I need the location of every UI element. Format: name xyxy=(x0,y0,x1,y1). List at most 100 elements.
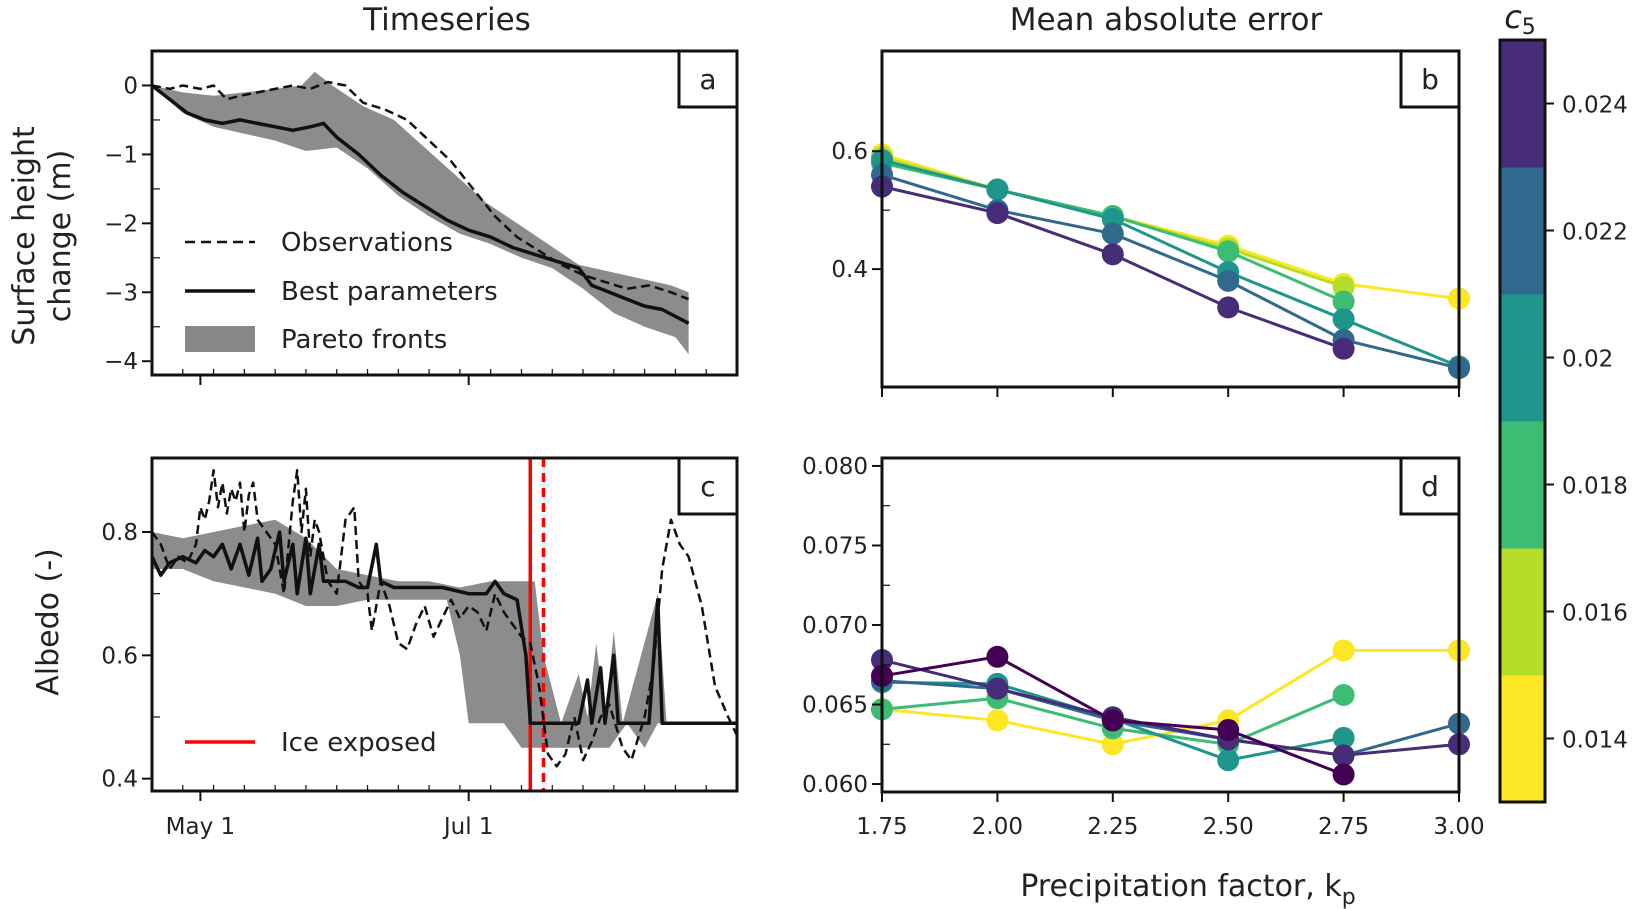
xtick-label-d-2: 2.25 xyxy=(1087,814,1138,840)
mae-point-b-3-1 xyxy=(986,178,1009,201)
legend-ice-label: Ice exposed xyxy=(281,728,437,758)
mae-point-d-2-3 xyxy=(1217,749,1240,772)
mae-line-b-3 xyxy=(881,158,1460,368)
panel-label-a: a xyxy=(699,63,716,96)
mae-point-d-5-3 xyxy=(1217,718,1240,741)
axes-frame-a xyxy=(150,49,739,377)
colorbar-tick-label-0: 0.024 xyxy=(1562,93,1628,119)
title-timeseries: Timeseries xyxy=(362,2,531,38)
xlabel-d-sub: p xyxy=(1342,885,1356,909)
colorbar: 0.024 0.022 0.02 0.018 0.016 0.014 xyxy=(1498,38,1628,804)
panel-label-c: c xyxy=(700,470,715,503)
legend-pareto-label: Pareto fronts xyxy=(281,325,447,355)
panel-label-d: d xyxy=(1421,470,1439,503)
colorbar-label-main: c xyxy=(1504,0,1522,36)
title-mae: Mean absolute error xyxy=(1010,2,1323,38)
ytick-label-d-4: 0.080 xyxy=(802,454,868,480)
colorbar-segment-2 xyxy=(1500,421,1545,549)
mae-point-b-5-3 xyxy=(1217,296,1240,319)
xtick-label-d-4: 2.75 xyxy=(1318,814,1369,840)
panel-label-box-c xyxy=(677,456,739,516)
ytick-label-c-1: 0.6 xyxy=(101,643,138,669)
panel-label-box-a xyxy=(677,49,739,109)
colorbar-label-sub: 5 xyxy=(1522,15,1536,40)
colorbar-frame xyxy=(1498,38,1547,804)
mae-point-d-0-2 xyxy=(1101,733,1124,756)
best-parameters-line-c xyxy=(150,530,737,725)
mae-point-d-0-4 xyxy=(1332,639,1355,662)
pareto-band-a xyxy=(152,71,689,355)
colorbar-tick-label-3: 0.018 xyxy=(1562,474,1628,500)
mae-point-d-4-4 xyxy=(1332,744,1355,767)
xtick-label-d-3: 2.50 xyxy=(1203,814,1254,840)
mae-point-b-4-3 xyxy=(1217,269,1240,292)
legend-c: Ice exposed xyxy=(185,728,437,758)
colorbar-label: c5 xyxy=(1504,0,1536,40)
axes-frame-b xyxy=(880,49,1461,389)
ytick-label-c-2: 0.8 xyxy=(101,520,138,546)
mae-point-d-2-4 xyxy=(1332,726,1355,749)
mae-point-d-1-4 xyxy=(1332,683,1355,706)
ytick-label-a-1: −1 xyxy=(104,142,138,168)
ytick-label-d-3: 0.075 xyxy=(802,533,868,559)
mae-line-b-0 xyxy=(881,152,1460,301)
xlabel-d-text: Precipitation factor, k xyxy=(1020,869,1342,904)
xtick-label-c-1: Jul 1 xyxy=(442,814,494,840)
ytick-label-b-0: 0.4 xyxy=(831,257,868,283)
mae-point-d-5-4 xyxy=(1332,763,1355,786)
mae-point-d-5-1 xyxy=(986,645,1009,668)
ytick-label-d-0: 0.060 xyxy=(802,772,868,798)
colorbar-segment-5 xyxy=(1500,40,1545,168)
mae-point-b-2-3 xyxy=(1217,240,1240,263)
ytick-label-b-1: 0.6 xyxy=(831,139,868,165)
legend-obs-label: Observations xyxy=(281,228,453,258)
panel-label-box-b xyxy=(1399,49,1461,109)
mae-line-b-4 xyxy=(881,173,1460,370)
ytick-label-d-1: 0.065 xyxy=(802,693,868,719)
xtick-label-c-0: May 1 xyxy=(166,814,236,840)
ytick-label-a-0: 0 xyxy=(123,73,138,99)
xtick-label-d-1: 2.00 xyxy=(972,814,1023,840)
colorbar-tick-label-5: 0.014 xyxy=(1562,728,1628,754)
legend-best-label: Best parameters xyxy=(281,277,498,307)
axes-frame-d xyxy=(880,456,1461,794)
ytick-label-a-4: −4 xyxy=(104,349,138,375)
ytick-label-a-3: −3 xyxy=(104,280,138,306)
mae-line-d-4 xyxy=(881,658,1460,757)
xlabel-d: Precipitation factor, kp xyxy=(1020,869,1355,909)
axes-frame-c xyxy=(150,456,739,793)
ytick-label-d-2: 0.070 xyxy=(802,613,868,639)
mae-point-b-5-4 xyxy=(1332,337,1355,360)
panel-b: 0.4 0.6 b xyxy=(831,49,1470,397)
mae-point-d-4-1 xyxy=(986,677,1009,700)
colorbar-tick-label-4: 0.016 xyxy=(1562,601,1628,627)
mae-point-b-5-1 xyxy=(986,202,1009,225)
observations-line-a xyxy=(151,80,690,301)
xtick-label-d-5: 3.00 xyxy=(1433,814,1484,840)
colorbar-tick-label-1: 0.022 xyxy=(1562,220,1628,246)
panel-label-b: b xyxy=(1421,63,1439,96)
xtick-label-d-0: 1.75 xyxy=(856,814,907,840)
ylabel-a-line2: change (m) xyxy=(43,150,78,323)
mae-point-b-3-4 xyxy=(1332,308,1355,331)
mae-point-b-4-2 xyxy=(1101,222,1124,245)
ylabel-c: Albedo (-) xyxy=(31,548,66,696)
mae-line-d-3 xyxy=(881,679,1460,757)
ytick-label-c-0: 0.4 xyxy=(101,767,138,793)
colorbar-segment-0 xyxy=(1500,675,1545,803)
legend-pareto-swatch xyxy=(185,326,255,352)
panel-d: 0.060 0.065 0.070 0.075 0.080 1.75 2.00 2.25 2.5… xyxy=(802,454,1484,840)
colorbar-segment-1 xyxy=(1500,548,1545,676)
mae-point-d-0-1 xyxy=(986,709,1009,732)
mae-point-b-2-4 xyxy=(1332,290,1355,313)
legend-a: Observations Best parameters Pareto fron… xyxy=(185,228,498,355)
ylabel-a-line1: Surface height xyxy=(7,126,42,346)
mae-point-b-5-2 xyxy=(1101,243,1124,266)
colorbar-tick-label-2: 0.02 xyxy=(1562,347,1613,373)
mae-line-d-0 xyxy=(881,648,1459,746)
panel-c: 0.4 0.6 0.8 May 1 Jul 1 c xyxy=(101,456,739,840)
colorbar-segment-3 xyxy=(1500,294,1545,422)
mae-point-d-5-2 xyxy=(1101,709,1124,732)
panel-a: 0 −1 −2 −3 −4 a xyxy=(104,49,739,385)
